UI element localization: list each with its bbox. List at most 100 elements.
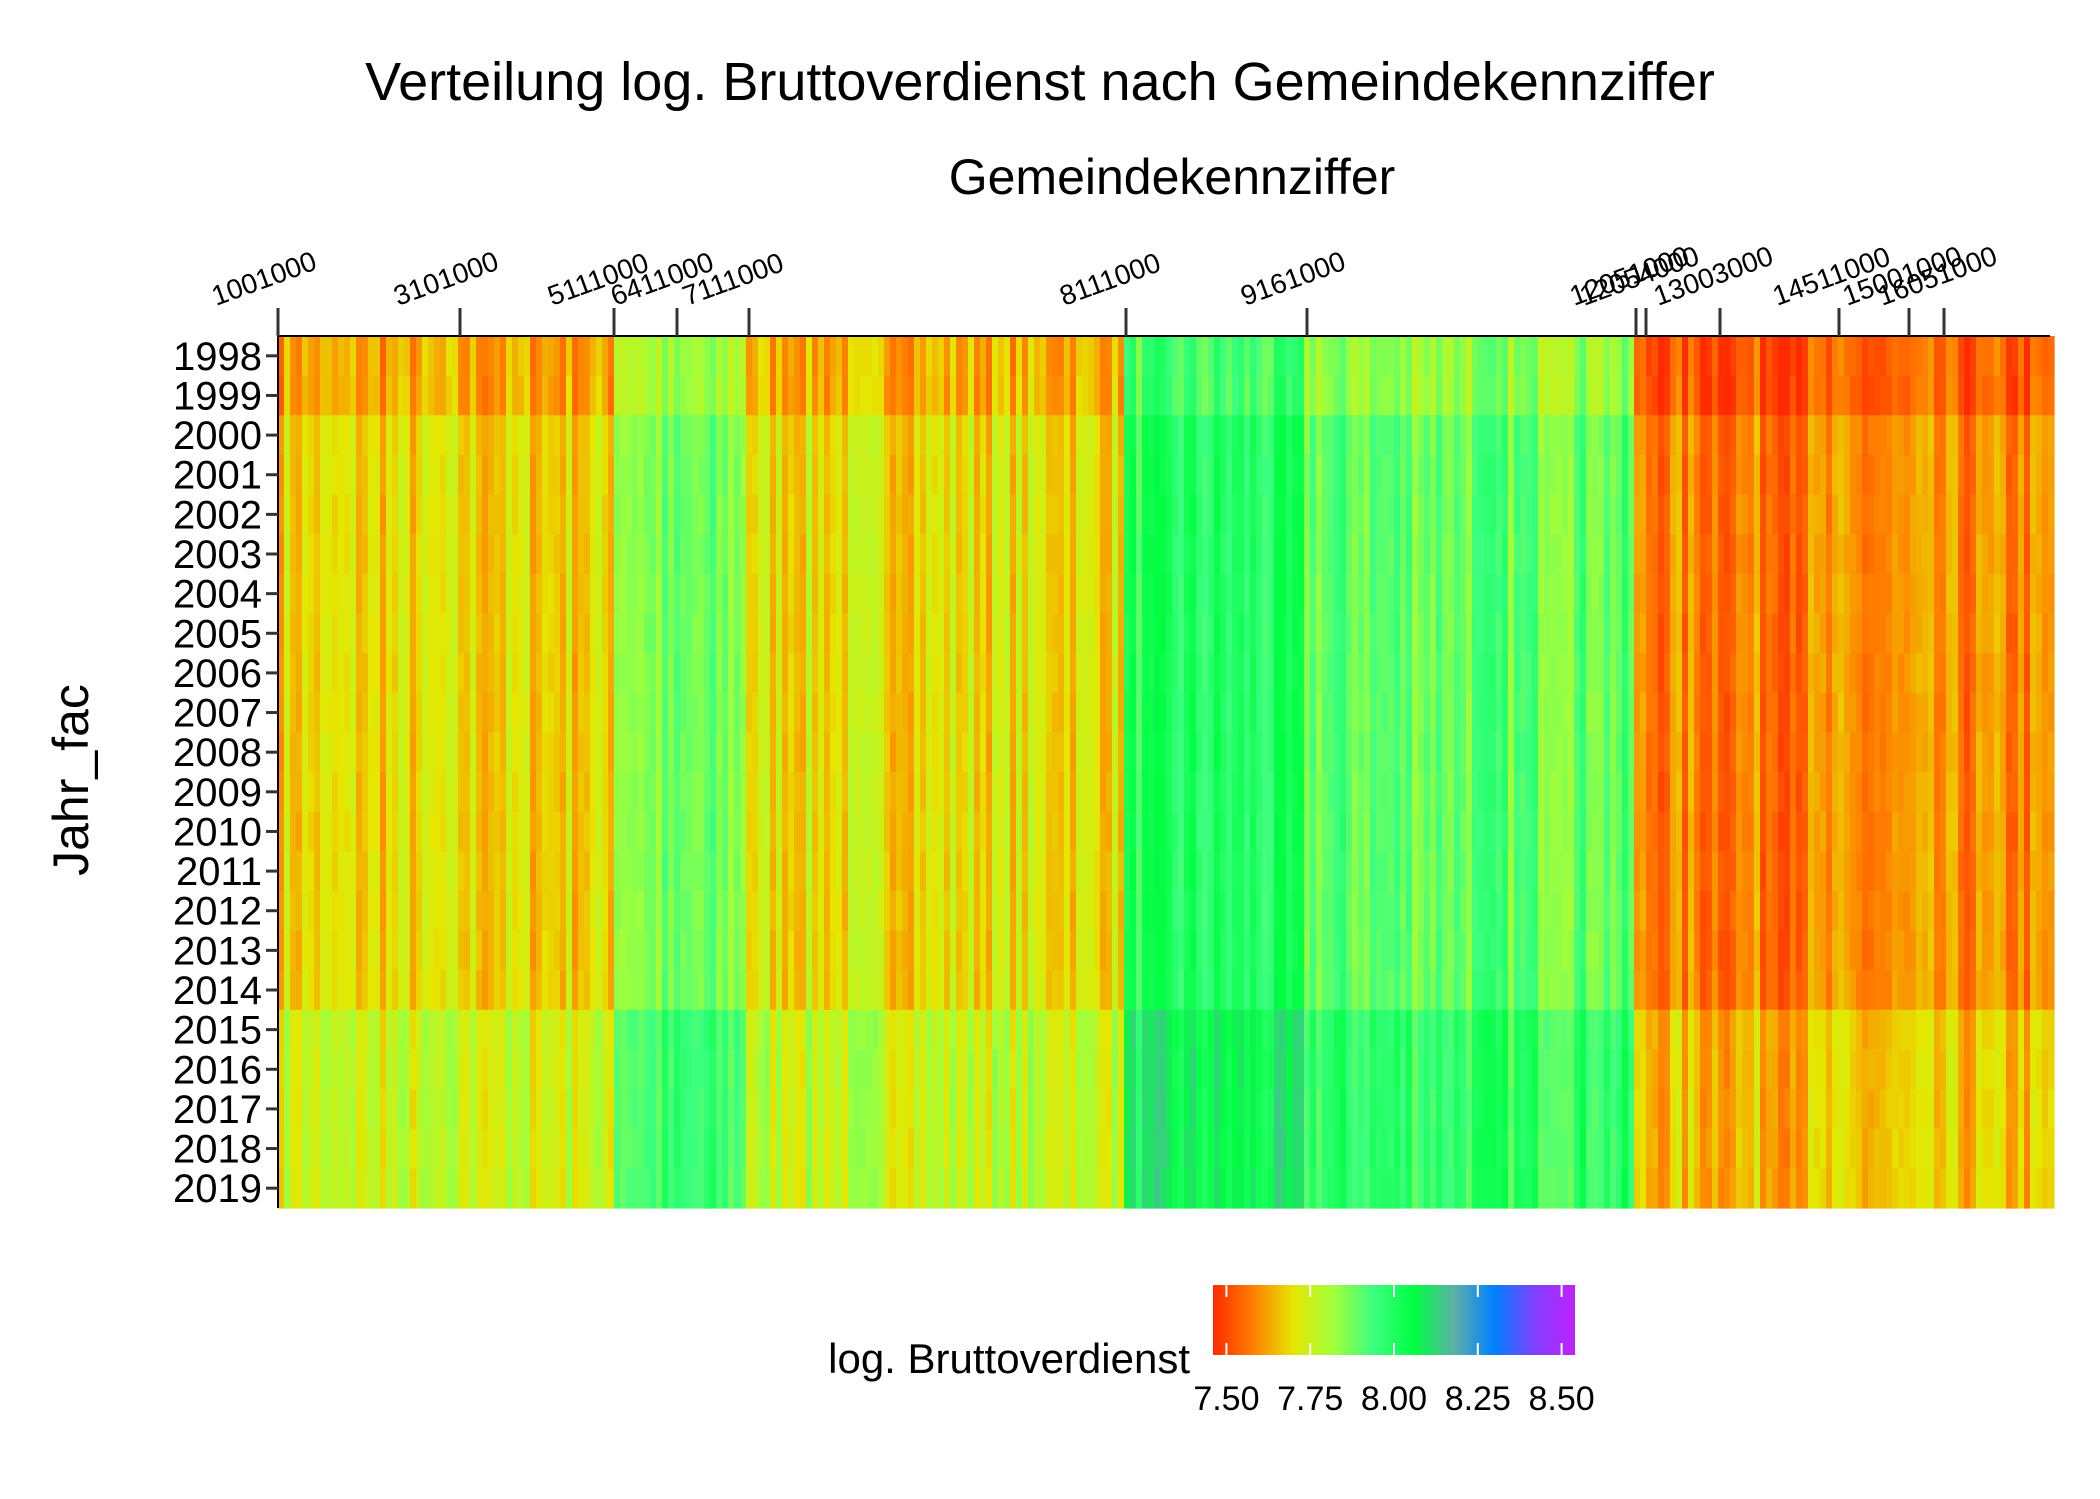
heatmap-cell xyxy=(320,454,327,496)
heatmap-cell xyxy=(1100,890,1107,932)
heatmap-cell xyxy=(824,534,831,575)
heatmap-cell xyxy=(476,534,483,575)
heatmap-cell xyxy=(542,851,549,892)
heatmap-cell xyxy=(1580,534,1587,575)
heatmap-cell xyxy=(1148,494,1155,535)
heatmap-cell xyxy=(368,454,375,496)
heatmap-cell xyxy=(1562,890,1569,932)
heatmap-cell xyxy=(680,772,687,813)
heatmap-cell xyxy=(1388,811,1395,852)
heatmap-cell xyxy=(704,613,711,654)
heatmap-cell xyxy=(1808,415,1815,456)
heatmap-cell xyxy=(1412,970,1419,1011)
heatmap-cell xyxy=(884,494,891,535)
heatmap-cell xyxy=(764,415,771,456)
heatmap-cell xyxy=(1718,930,1725,971)
heatmap-cell xyxy=(632,415,639,456)
heatmap-cell xyxy=(1316,970,1323,1011)
heatmap-cell xyxy=(866,772,873,813)
heatmap-cell xyxy=(632,653,639,694)
heatmap-cell xyxy=(1994,890,2001,932)
heatmap-cell xyxy=(470,653,477,694)
heatmap-cell xyxy=(440,375,447,416)
heatmap-cell xyxy=(560,851,567,892)
heatmap-cell xyxy=(1484,811,1491,852)
heatmap-cell xyxy=(1934,415,1941,456)
heatmap-cell xyxy=(1448,970,1455,1011)
heatmap-cell xyxy=(1274,494,1281,535)
heatmap-cell xyxy=(1766,494,1773,535)
heatmap-cell xyxy=(1610,375,1617,416)
heatmap-cell xyxy=(1544,454,1551,496)
heatmap-cell xyxy=(602,811,609,852)
heatmap-cell xyxy=(404,930,411,971)
heatmap-cell xyxy=(614,930,621,971)
heatmap-cell xyxy=(1868,772,1875,813)
heatmap-cell xyxy=(716,415,723,456)
heatmap-cell xyxy=(992,890,999,932)
heatmap-cell xyxy=(1496,692,1503,733)
heatmap-cell xyxy=(1490,415,1497,456)
heatmap-cell xyxy=(1010,930,1017,971)
heatmap-cell xyxy=(1976,375,1983,416)
heatmap-cell xyxy=(1064,415,1071,456)
heatmap-cell xyxy=(1586,811,1593,852)
heatmap-cell xyxy=(1766,890,1773,932)
heatmap-cell xyxy=(362,494,369,535)
heatmap-cell xyxy=(1352,494,1359,535)
heatmap-cell xyxy=(1586,613,1593,654)
heatmap-cell xyxy=(1796,692,1803,733)
heatmap-cell xyxy=(1736,336,1743,377)
heatmap-cell xyxy=(1190,375,1197,416)
heatmap-cell xyxy=(512,851,519,892)
heatmap-cell xyxy=(782,336,789,377)
heatmap-cell xyxy=(1718,573,1725,615)
heatmap-cell xyxy=(374,851,381,892)
heatmap-cell xyxy=(1568,772,1575,813)
heatmap-cell xyxy=(1352,970,1359,1011)
heatmap-cell xyxy=(422,653,429,694)
heatmap-cell xyxy=(932,890,939,932)
heatmap-cell xyxy=(1292,573,1299,615)
heatmap-cell xyxy=(1400,732,1407,773)
heatmap-cell xyxy=(1040,375,1047,416)
heatmap-cell xyxy=(518,494,525,535)
heatmap-cell xyxy=(926,415,933,456)
heatmap-cell xyxy=(326,653,333,694)
heatmap-cell xyxy=(1370,811,1377,852)
heatmap-cell xyxy=(1586,772,1593,813)
heatmap-cell xyxy=(494,692,501,733)
heatmap-cell xyxy=(1922,811,1929,852)
heatmap-cell xyxy=(1670,772,1677,813)
heatmap-cell xyxy=(1178,375,1185,416)
heatmap-cell xyxy=(752,613,759,654)
heatmap-cell xyxy=(446,732,453,773)
heatmap-cell xyxy=(302,336,309,377)
heatmap-cell xyxy=(308,890,315,932)
heatmap-cell xyxy=(1736,851,1743,892)
heatmap-cell xyxy=(1316,494,1323,535)
heatmap-cell xyxy=(1910,692,1917,733)
heatmap-cell xyxy=(956,415,963,456)
heatmap-cell xyxy=(314,653,321,694)
heatmap-cell xyxy=(1112,692,1119,733)
heatmap-cell xyxy=(1490,692,1497,733)
heatmap-cell xyxy=(2006,772,2013,813)
heatmap-cell xyxy=(1892,653,1899,694)
heatmap-cell xyxy=(440,970,447,1011)
heatmap-cell xyxy=(884,692,891,733)
heatmap-cell xyxy=(1388,772,1395,813)
heatmap-cell xyxy=(1952,930,1959,971)
heatmap-cell xyxy=(1688,573,1695,615)
heatmap-cell xyxy=(794,851,801,892)
heatmap-cell xyxy=(368,732,375,773)
heatmap-cell xyxy=(446,930,453,971)
heatmap-cell xyxy=(1100,851,1107,892)
heatmap-cell xyxy=(374,732,381,773)
heatmap-cell xyxy=(1652,732,1659,773)
heatmap-cell xyxy=(1724,573,1731,615)
heatmap-cell xyxy=(788,890,795,932)
heatmap-cell xyxy=(770,613,777,654)
heatmap-cell xyxy=(500,732,507,773)
heatmap-cell xyxy=(350,415,357,456)
